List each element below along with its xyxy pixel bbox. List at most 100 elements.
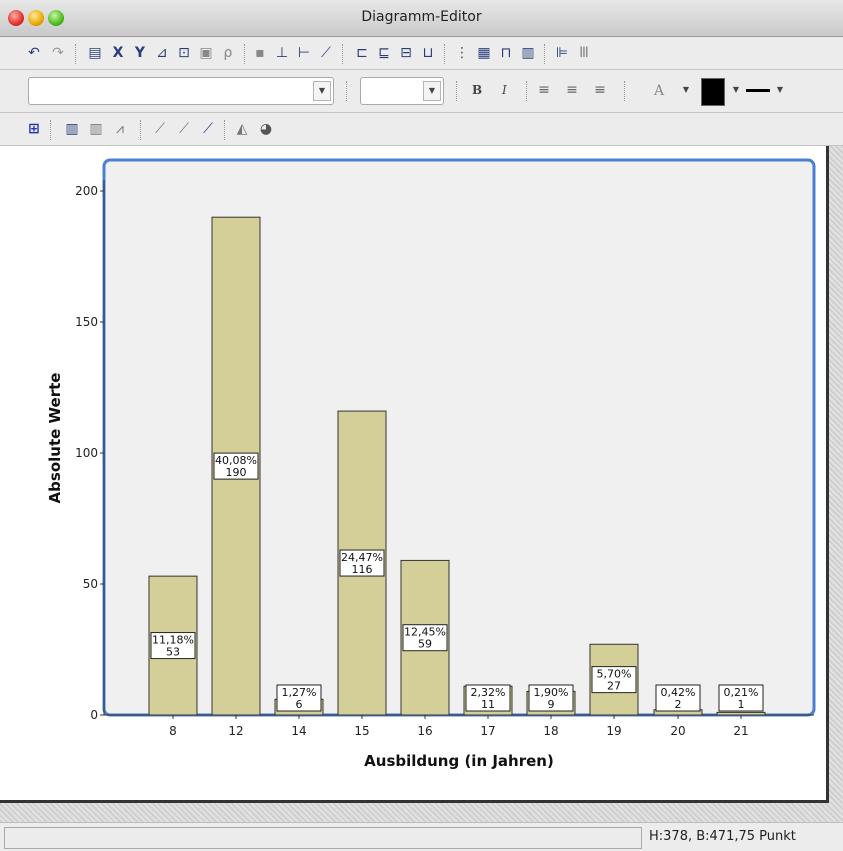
separator bbox=[140, 120, 142, 140]
separator bbox=[346, 81, 348, 101]
y-axis-icon[interactable]: Y bbox=[134, 45, 146, 61]
bold-button[interactable]: B bbox=[472, 83, 483, 97]
align-left-icon[interactable]: ≡ bbox=[538, 82, 550, 98]
reference-line-y-icon[interactable]: ⊥ bbox=[275, 45, 289, 61]
data-label-percent: 12,45% bbox=[404, 626, 446, 639]
close-window-button[interactable] bbox=[8, 10, 24, 26]
bar-chart-icon[interactable]: ▥ bbox=[65, 121, 79, 137]
data-labels-icon[interactable]: ⊓ bbox=[500, 45, 512, 61]
columns-icon[interactable]: Ⅲ bbox=[579, 45, 589, 61]
align-right-icon[interactable]: ≡ bbox=[594, 82, 606, 98]
rescale-icon[interactable]: ⊡ bbox=[178, 45, 190, 61]
separator bbox=[342, 44, 344, 64]
minimize-window-button[interactable] bbox=[28, 10, 44, 26]
data-label-percent: 0,21% bbox=[724, 686, 759, 699]
properties-icon[interactable]: ▤ bbox=[88, 45, 102, 61]
data-label-box[interactable] bbox=[276, 684, 322, 712]
data-label-percent: 2,32% bbox=[471, 686, 506, 699]
grid-icon[interactable]: ⋮ bbox=[455, 45, 469, 61]
line-style-icon[interactable] bbox=[746, 89, 770, 92]
mountain-icon[interactable]: ◭ bbox=[236, 121, 248, 137]
chevron-down-icon[interactable]: ▼ bbox=[313, 81, 331, 101]
chart-structure-icon[interactable]: ⊞ bbox=[28, 121, 40, 137]
data-label-percent: 1,90% bbox=[534, 686, 569, 699]
data-label-box[interactable] bbox=[718, 684, 764, 712]
y-tick-label: 0 bbox=[90, 708, 98, 722]
textbox-insert-icon[interactable]: ⊟ bbox=[400, 45, 412, 61]
transpose-icon[interactable]: ⊫ bbox=[555, 45, 569, 61]
y-axis[interactable]: 0 50 100 150 200 bbox=[75, 180, 105, 722]
italic-button[interactable]: I bbox=[502, 83, 507, 97]
undo-icon[interactable]: ↶ bbox=[28, 45, 40, 61]
data-label-percent: 1,27% bbox=[282, 686, 317, 699]
interpolation-icon[interactable]: ⟋ bbox=[203, 121, 213, 137]
chart-workspace: 0 50 100 150 200 8 12 14 15 16 17 18 19 20 21 11,18% 5… bbox=[0, 146, 843, 822]
x-tick-label: 21 bbox=[733, 724, 748, 738]
x-tick-label: 16 bbox=[417, 724, 432, 738]
x-axis-icon[interactable]: X bbox=[112, 45, 124, 61]
data-label-count: 190 bbox=[226, 466, 247, 479]
data-label-box[interactable] bbox=[465, 684, 511, 712]
x-tick-label: 18 bbox=[543, 724, 558, 738]
x-tick-label: 20 bbox=[670, 724, 685, 738]
y-tick-label: 150 bbox=[75, 315, 98, 329]
x-tick-label: 19 bbox=[606, 724, 621, 738]
reference-line-x-icon[interactable]: ⊢ bbox=[297, 45, 311, 61]
gridlines-icon[interactable]: ▦ bbox=[477, 45, 491, 61]
data-label-box[interactable] bbox=[655, 684, 701, 712]
x-tick-label: 15 bbox=[354, 724, 369, 738]
font-name-combo[interactable]: ▼ bbox=[28, 77, 334, 105]
status-message bbox=[4, 827, 642, 849]
scale-icon[interactable]: ⊿ bbox=[156, 45, 168, 61]
bars-group: 11,18%53 40,08%190 1,27%6 24,47%116 12,45%59… bbox=[148, 216, 766, 716]
redo-icon[interactable]: ↷ bbox=[52, 45, 64, 61]
data-label-count: 2 bbox=[675, 698, 682, 711]
data-label-box[interactable] bbox=[528, 684, 574, 712]
footnote-icon[interactable]: ⊔ bbox=[422, 45, 434, 61]
data-label-count: 27 bbox=[607, 680, 621, 693]
bar[interactable] bbox=[716, 711, 766, 716]
font-color-button[interactable]: A bbox=[654, 83, 665, 99]
chevron-down-icon[interactable]: ▼ bbox=[776, 85, 784, 94]
data-label-count: 11 bbox=[481, 698, 495, 711]
x-tick-label: 12 bbox=[228, 724, 243, 738]
title-icon[interactable]: ⊏ bbox=[356, 45, 368, 61]
data-label-box[interactable] bbox=[402, 624, 448, 652]
chevron-down-icon[interactable]: ▼ bbox=[423, 81, 441, 101]
align-center-icon[interactable]: ≡ bbox=[566, 82, 578, 98]
x-tick-label: 8 bbox=[169, 724, 177, 738]
x-axis-label[interactable]: Ausbildung (in Jahren) bbox=[364, 752, 554, 770]
fill-color-swatch[interactable] bbox=[701, 78, 725, 106]
area-icon[interactable]: ⟋ bbox=[179, 121, 189, 137]
line-chart-icon[interactable]: ⩘ bbox=[116, 121, 124, 137]
data-label-count: 53 bbox=[166, 646, 180, 659]
fit-line-icon[interactable]: ⟋ bbox=[321, 45, 331, 61]
x-axis[interactable]: 8 12 14 15 16 17 18 19 20 21 bbox=[104, 714, 814, 738]
separator bbox=[75, 44, 77, 64]
scatter-icon[interactable]: ⟋ bbox=[155, 121, 165, 137]
chevron-down-icon[interactable]: ▼ bbox=[682, 85, 690, 94]
pie-icon[interactable]: ◕ bbox=[259, 121, 273, 137]
chevron-down-icon[interactable]: ▼ bbox=[732, 85, 740, 94]
y-tick-label: 200 bbox=[75, 184, 98, 198]
zoom-window-button[interactable] bbox=[48, 10, 64, 26]
data-label-count: 6 bbox=[296, 698, 303, 711]
frame-icon[interactable]: ▣ bbox=[199, 45, 213, 61]
font-size-combo[interactable]: ▼ bbox=[360, 77, 444, 105]
x-tick-label: 17 bbox=[480, 724, 495, 738]
legend-icon[interactable]: ▥ bbox=[521, 45, 535, 61]
data-label-box[interactable] bbox=[339, 549, 385, 577]
data-label-box[interactable] bbox=[591, 666, 637, 694]
data-label-box[interactable] bbox=[213, 452, 259, 480]
y-axis-label[interactable]: Absolute Werte bbox=[46, 373, 64, 504]
clustered-bar-icon[interactable]: ▥ bbox=[89, 121, 103, 137]
subtitle-icon[interactable]: ⊑ bbox=[378, 45, 390, 61]
plot-area[interactable] bbox=[102, 158, 816, 717]
y-tick-label: 50 bbox=[83, 577, 98, 591]
data-label-box[interactable] bbox=[150, 632, 196, 660]
textbox-icon[interactable]: ▪ bbox=[255, 45, 265, 61]
separator bbox=[244, 44, 246, 64]
toolbar-main: ↶ ↷ ▤ X Y ⊿ ⊡ ▣ ρ ▪ ⊥ ⊢ ⟋ ⊏ ⊑ ⊟ ⊔ ⋮ ▦ ⊓ … bbox=[0, 37, 843, 70]
lasso-icon[interactable]: ρ bbox=[223, 45, 233, 61]
